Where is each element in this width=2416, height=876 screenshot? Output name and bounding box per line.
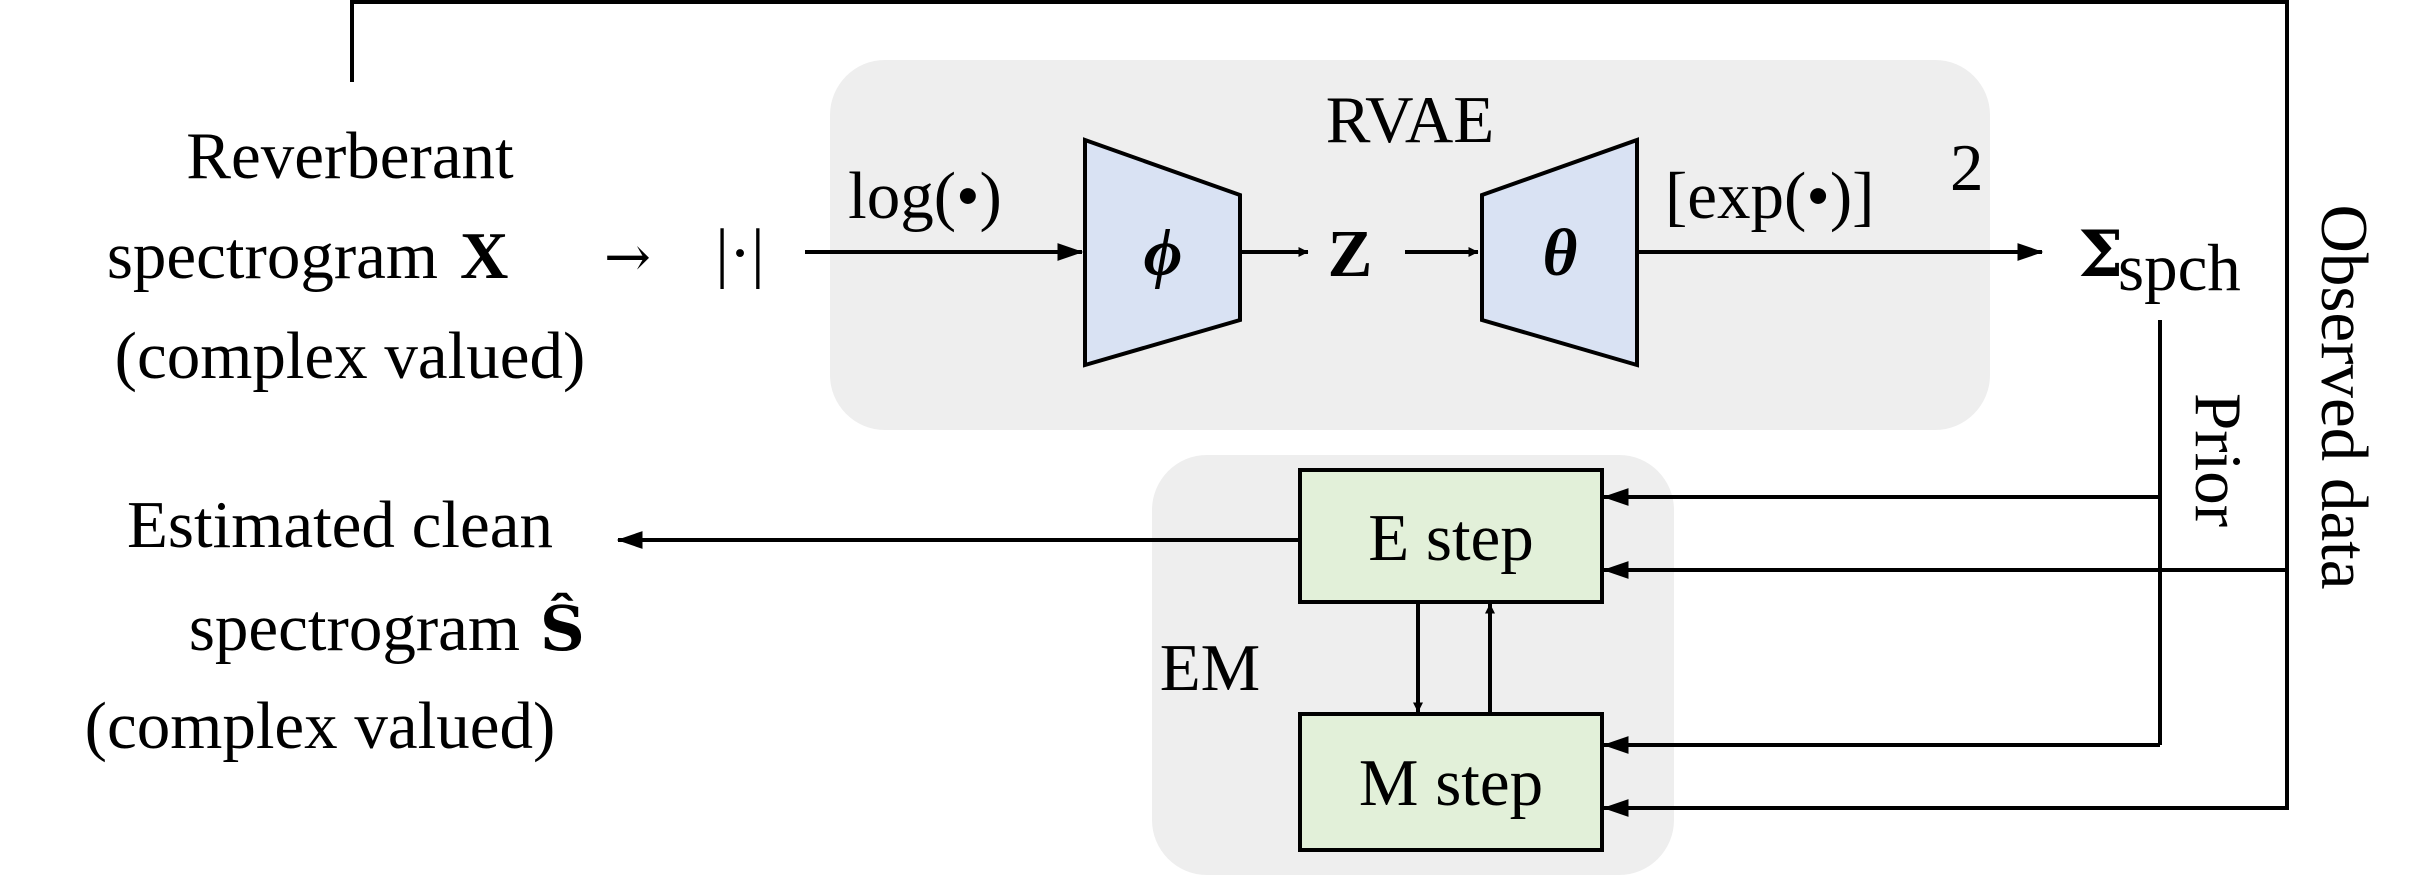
output-symbol-s-hat: Ŝ <box>540 592 585 665</box>
exp-label: [exp(•)] <box>1665 159 1874 233</box>
decoder-trapezoid <box>1480 137 1639 368</box>
sigma-subscript: spch <box>2118 231 2241 305</box>
output-label-line2: spectrogram <box>189 591 520 665</box>
sigma-symbol: Σ <box>2078 217 2123 292</box>
rvae-title: RVAE <box>1326 83 1494 157</box>
encoder-symbol-phi: ϕ <box>1144 216 1183 290</box>
prior-label: Prior <box>2181 393 2255 527</box>
input-label-line3: (complex valued) <box>115 319 586 393</box>
input-arrow-glyph: → <box>604 225 651 290</box>
observed-data-label: Observed data <box>2307 204 2381 589</box>
em-title: EM <box>1160 631 1261 705</box>
input-label-line1: Reverberant <box>186 119 514 193</box>
encoder-trapezoid <box>1083 137 1242 368</box>
magnitude-operator: |·| <box>715 216 764 290</box>
e-step-label: E step <box>1368 501 1534 575</box>
exp-power: 2 <box>1950 131 1984 205</box>
input-symbol-x: X <box>460 219 508 293</box>
observed-data-loop-line <box>350 0 2289 810</box>
output-label-line1: Estimated clean <box>127 488 553 562</box>
m-step-box <box>1298 712 1604 852</box>
input-label-line2: spectrogram <box>107 219 438 293</box>
output-label-line3: (complex valued) <box>85 689 556 763</box>
decoder-symbol-theta: θ <box>1543 216 1578 290</box>
latent-z: Z <box>1328 217 1373 291</box>
e-step-box <box>1298 468 1604 604</box>
log-label: log(•) <box>848 159 1002 233</box>
m-step-label: M step <box>1359 746 1543 820</box>
